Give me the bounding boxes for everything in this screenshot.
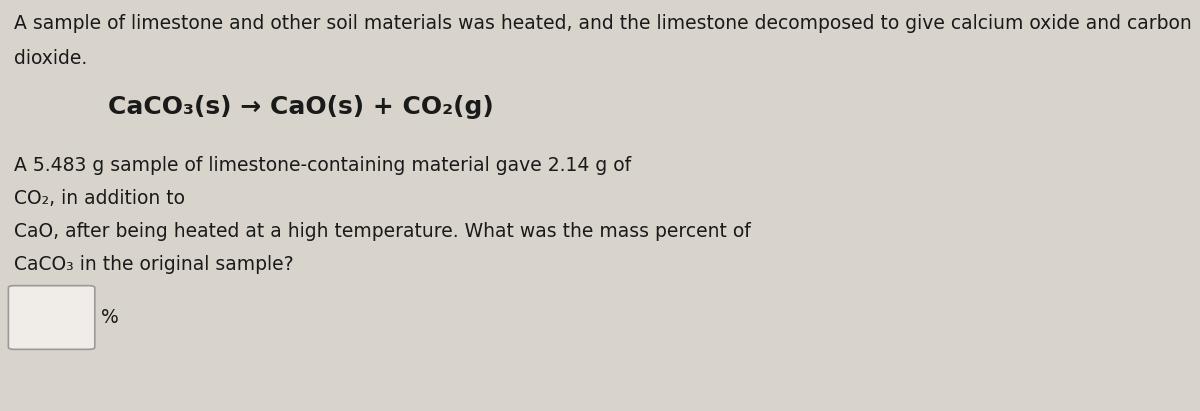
Text: CaCO₃(s) → CaO(s) + CO₂(g): CaCO₃(s) → CaO(s) + CO₂(g) [108,95,493,118]
Text: CaO, after being heated at a high temperature. What was the mass percent of: CaO, after being heated at a high temper… [14,222,751,241]
Text: %: % [101,308,119,327]
Text: CaCO₃ in the original sample?: CaCO₃ in the original sample? [14,255,294,274]
Text: CO₂, in addition to: CO₂, in addition to [14,189,186,208]
FancyBboxPatch shape [8,286,95,349]
Text: dioxide.: dioxide. [14,49,88,68]
Text: A 5.483 g sample of limestone-containing material gave 2.14 g of: A 5.483 g sample of limestone-containing… [14,156,631,175]
Text: A sample of limestone and other soil materials was heated, and the limestone dec: A sample of limestone and other soil mat… [14,14,1192,33]
